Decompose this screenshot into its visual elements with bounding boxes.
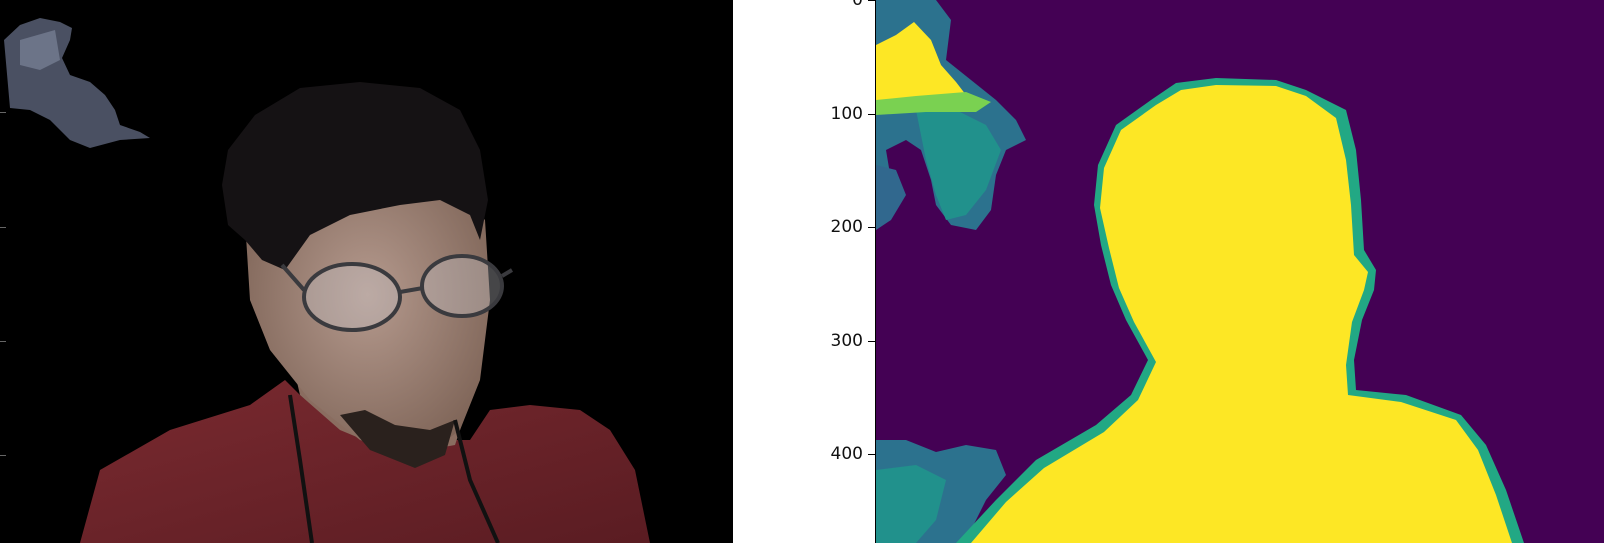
segmentation-mask-image: [876, 0, 1524, 543]
masked-person-photo-icon: [4, 18, 650, 543]
left-y-tick: [0, 227, 6, 228]
y-tick-mark: [868, 0, 875, 1]
y-tick-mark: [868, 454, 875, 455]
segmentation-mask-panel: [876, 0, 1604, 543]
y-tick-label: 400: [830, 444, 863, 464]
left-y-tick: [0, 455, 6, 456]
y-tick-mark: [868, 114, 875, 115]
y-tick-label: 200: [830, 217, 863, 237]
y-tick-mark: [868, 341, 875, 342]
y-tick-label: 300: [830, 331, 863, 351]
masked-photo-panel: [0, 0, 733, 543]
left-y-tick: [0, 341, 6, 342]
y-tick-mark: [868, 227, 875, 228]
y-axis-spine: [875, 0, 876, 543]
left-y-tick: [0, 112, 6, 113]
y-tick-label: 0: [852, 0, 863, 10]
y-tick-label: 100: [830, 104, 863, 124]
